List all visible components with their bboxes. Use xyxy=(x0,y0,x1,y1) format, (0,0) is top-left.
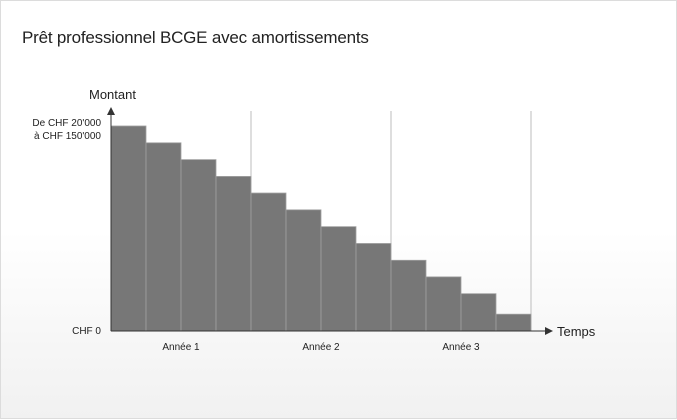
bar xyxy=(215,176,252,332)
bar xyxy=(285,209,322,332)
y-axis-label: Montant xyxy=(89,87,136,102)
bar xyxy=(355,243,392,332)
x-axis-arrow-icon xyxy=(545,327,553,335)
bar xyxy=(180,159,217,332)
chart-title: Prêt professionnel BCGE avec amortisseme… xyxy=(22,28,369,47)
x-tick-label: Année 2 xyxy=(302,342,340,353)
bar xyxy=(425,276,462,332)
x-tick-label: Année 1 xyxy=(162,342,200,353)
bar xyxy=(460,293,497,332)
x-tick-labels: Année 1 Année 2 Année 3 xyxy=(162,342,480,353)
bar xyxy=(495,313,532,332)
y-tick-top-line2: à CHF 150'000 xyxy=(34,131,101,142)
bar xyxy=(250,192,287,332)
bar xyxy=(110,125,147,332)
y-tick-zero: CHF 0 xyxy=(72,326,101,337)
y-tick-top-line1: De CHF 20'000 xyxy=(32,118,101,129)
bar-series xyxy=(110,125,532,332)
bar xyxy=(145,142,182,332)
bar xyxy=(320,226,357,332)
bar xyxy=(390,259,427,332)
y-axis-arrow-icon xyxy=(107,107,115,115)
x-axis-label: Temps xyxy=(557,324,596,339)
x-tick-label: Année 3 xyxy=(442,342,480,353)
